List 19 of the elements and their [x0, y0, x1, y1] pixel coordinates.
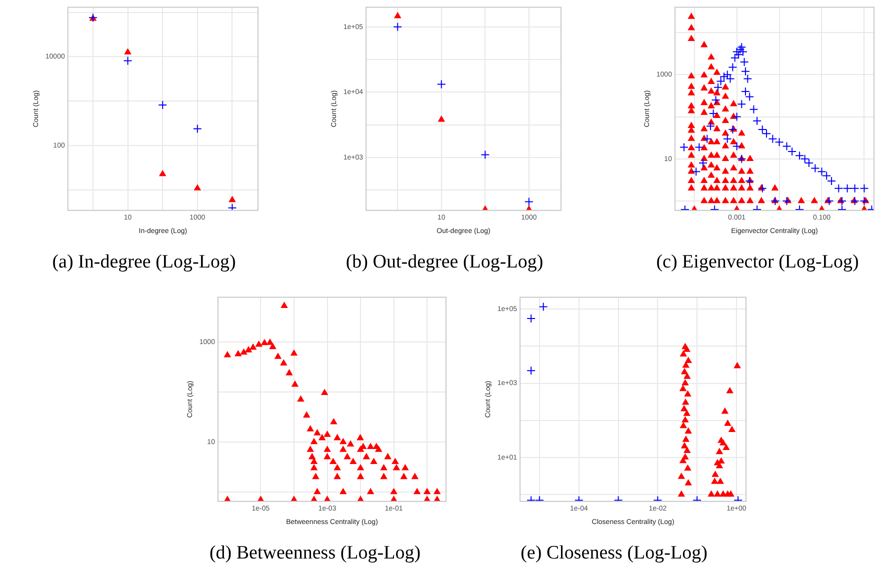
- point: [124, 48, 132, 54]
- point: [159, 170, 166, 176]
- point: [158, 100, 168, 110]
- point: [194, 184, 201, 190]
- text: (a) In-degree (Log-Log): [52, 252, 236, 273]
- text: (d) Betweenness (Log-Log): [209, 542, 421, 564]
- point: [228, 196, 236, 202]
- text: (b) Out-degree (Log-Log): [346, 252, 544, 273]
- point: [436, 80, 446, 89]
- text: (c) Eigenvector (Log-Log): [656, 252, 859, 273]
- text: (e) Closeness (Log-Log): [520, 542, 708, 564]
- point: [524, 197, 534, 206]
- point: [394, 12, 401, 18]
- point: [480, 150, 490, 160]
- point: [123, 56, 132, 66]
- point: [393, 22, 402, 32]
- point: [228, 203, 237, 210]
- point: [438, 116, 445, 122]
- point: [192, 124, 202, 134]
